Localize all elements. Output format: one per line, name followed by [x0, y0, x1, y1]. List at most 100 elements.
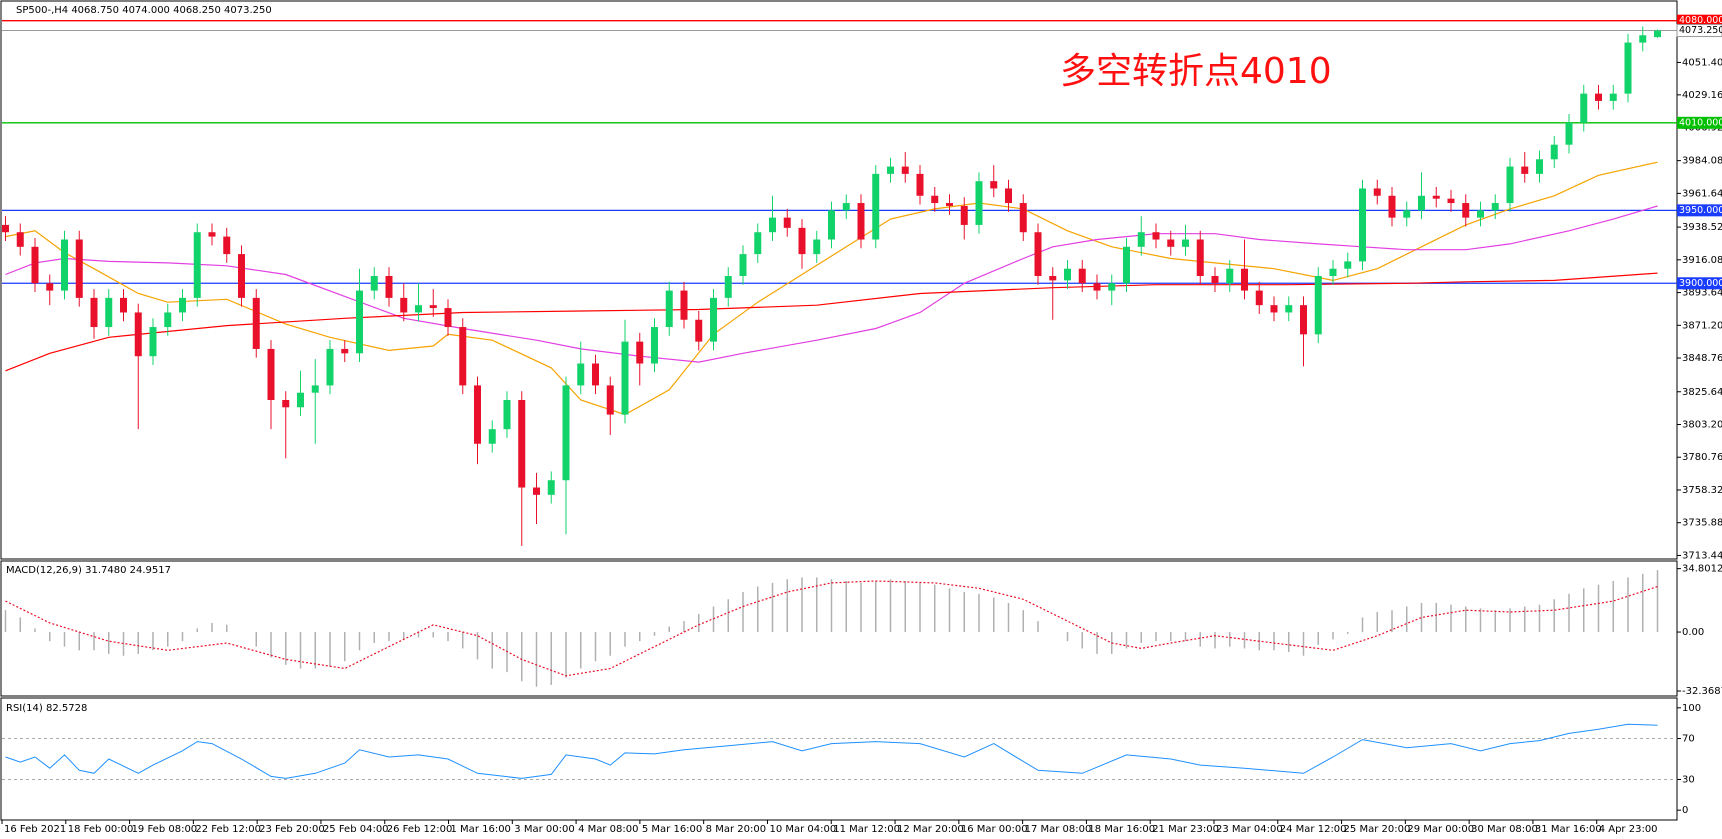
candle-body [474, 385, 481, 444]
rsi-panel-frame [0, 697, 1678, 821]
x-tick-label: 29 Mar 00:00 [1407, 824, 1474, 835]
candle-body [1064, 268, 1071, 281]
candle-body [1211, 275, 1219, 284]
candle-body [1078, 268, 1086, 284]
candle-body [960, 205, 968, 225]
candle-body [1005, 188, 1012, 204]
candle-body [1137, 232, 1145, 247]
candle-body [46, 283, 54, 291]
candle-body [857, 203, 865, 240]
x-tick-label: 19 Feb 08:00 [132, 824, 198, 835]
x-tick-label: 11 Mar 12:00 [833, 824, 900, 835]
x-tick-label: 25 Mar 20:00 [1344, 824, 1411, 835]
candle-body [385, 275, 393, 298]
candle-body [1491, 203, 1499, 211]
x-tick-label: 18 Feb 00:00 [68, 824, 134, 835]
candle-body [1373, 188, 1381, 196]
x-tick-label: 24 Mar 12:00 [1280, 824, 1347, 835]
macd-panel-frame [0, 560, 1678, 697]
candle-body [1034, 232, 1042, 276]
candle-body [297, 392, 304, 408]
price-title: SP500-,H4 4068.750 4074.000 4068.250 407… [16, 5, 272, 16]
candle-body [1403, 210, 1411, 218]
x-tick-label: 8 Mar 20:00 [706, 824, 766, 835]
candle-body [1270, 305, 1278, 313]
level-label: 3950.000 [1679, 205, 1722, 216]
candle-body [1654, 30, 1661, 38]
level-label: 3900.000 [1679, 278, 1722, 289]
candle-body [252, 297, 260, 349]
candle-body [1521, 166, 1529, 174]
current-price-label: 4073.250 [1679, 25, 1722, 36]
candle-body [105, 297, 113, 328]
candle-body [459, 327, 467, 386]
y-tick-label: 3735.880 [1682, 518, 1722, 529]
x-tick-label: 26 Feb 12:00 [387, 824, 453, 835]
candle-body [415, 305, 422, 313]
candle-body [872, 173, 880, 240]
x-tick-label: 21 Mar 23:00 [1152, 824, 1219, 835]
candle-body [238, 254, 245, 298]
candle-body [1182, 239, 1189, 247]
x-tick-label: 16 Feb 2021 [4, 824, 66, 835]
candle-body [341, 348, 349, 354]
y-tick-label: 3984.080 [1682, 156, 1722, 167]
candle-body [739, 254, 747, 276]
candle-body [1167, 239, 1175, 247]
moving-average [5, 205, 1658, 363]
candle-body [724, 275, 732, 298]
candle-body [1565, 122, 1573, 145]
y-tick-label: 0.00 [1682, 627, 1704, 638]
candle-body [75, 239, 83, 298]
candle-body [1388, 195, 1396, 218]
candle-body [621, 341, 629, 415]
current-price-box [1676, 24, 1722, 38]
candle-body [931, 195, 939, 204]
candle-body [562, 385, 570, 481]
signal-line [5, 580, 1658, 677]
candle-body [1359, 188, 1366, 262]
rsi-line [5, 723, 1658, 779]
candle-body [356, 290, 363, 354]
rsi-title: RSI(14) 82.5728 [6, 703, 87, 714]
candle-body [1432, 195, 1440, 199]
candle-body [16, 232, 24, 247]
y-tick-label: 4029.160 [1682, 90, 1722, 101]
candle-body [842, 203, 850, 211]
candle-body [193, 232, 201, 298]
y-tick-label: 3780.760 [1682, 452, 1722, 463]
candle-body [695, 319, 703, 342]
candle-body [1255, 290, 1263, 306]
candle-body [1418, 195, 1425, 211]
candle-body [1226, 268, 1234, 284]
y-tick-label: 3871.200 [1682, 320, 1722, 331]
level-box [1677, 14, 1722, 27]
x-tick-label: 22 Feb 12:00 [195, 824, 261, 835]
candle-body [1609, 93, 1617, 101]
x-tick-label: 23 Mar 04:00 [1216, 824, 1283, 835]
candle-body [488, 429, 496, 444]
y-tick-label: 3848.760 [1682, 353, 1722, 364]
candle-body [1093, 283, 1101, 291]
y-tick-label: 3803.200 [1682, 419, 1722, 430]
candle-body [370, 275, 378, 291]
y-tick-label: 0 [1682, 805, 1688, 816]
candle-body [1550, 144, 1558, 160]
x-tick-label: 25 Feb 04:00 [323, 824, 389, 835]
candle-body [1152, 232, 1160, 240]
candle-body [1447, 198, 1455, 204]
y-tick-label: 34.8012 [1682, 564, 1722, 575]
y-tick-label: 3713.440 [1682, 550, 1722, 561]
candle-body [149, 327, 157, 357]
x-tick-label: 5 Mar 16:00 [642, 824, 702, 835]
candle-body [518, 399, 526, 488]
candle-body [754, 232, 762, 255]
candle-body [444, 308, 452, 328]
x-tick-label: 16 Mar 00:00 [961, 824, 1028, 835]
candle-body [1241, 268, 1248, 291]
candle-body [1300, 305, 1307, 335]
macd-title: MACD(12,26,9) 31.7480 24.9517 [6, 565, 171, 576]
x-tick-label: 1 Mar 16:00 [451, 824, 511, 835]
y-tick-label: 70 [1682, 734, 1695, 745]
